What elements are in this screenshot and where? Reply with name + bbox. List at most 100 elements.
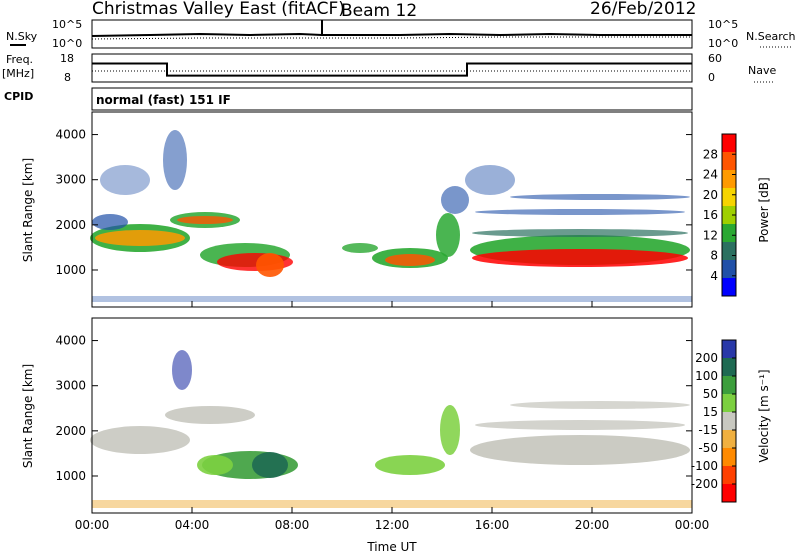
nsky-label: N.Sky xyxy=(6,30,38,43)
noise-left-lo: 10^0 xyxy=(52,37,82,50)
velocity-xtick-label: 08:00 xyxy=(275,518,310,532)
velocity-scatter xyxy=(90,350,692,508)
freq-tick-lo: 8 xyxy=(64,71,71,84)
freq-line xyxy=(92,62,692,77)
velocity-colorbar-tick-label: 200 xyxy=(695,351,718,365)
freq-unit-label: [MHz] xyxy=(2,67,34,80)
velocity-xtick-label: 00:00 xyxy=(675,518,710,532)
velocity-ground-scatter xyxy=(92,500,692,508)
time-axis-label: Time UT xyxy=(366,540,417,554)
power-echo xyxy=(256,253,284,277)
velocity-colorbar-tick-label: 100 xyxy=(695,369,718,383)
velocity-echo xyxy=(510,401,690,409)
power-echo xyxy=(465,165,515,195)
power-ground-scatter xyxy=(92,296,692,302)
velocity-ytick-label: 1000 xyxy=(55,469,86,483)
power-echo xyxy=(100,165,150,195)
power-colorbar-label: Power [dB] xyxy=(757,177,771,242)
noise-sky-line xyxy=(91,32,692,37)
velocity-colorbar-label: Velocity [m s⁻¹] xyxy=(757,369,771,462)
velocity-xtick-label: 00:00 xyxy=(75,518,110,532)
nave-tick-hi: 60 xyxy=(708,52,722,65)
power-x-ticks xyxy=(91,301,693,307)
velocity-xtick-label: 16:00 xyxy=(475,518,510,532)
velocity-colorbar-tick-label: -200 xyxy=(691,477,718,491)
velocity-x-ticks: 00:00 04:00 08:00 12:00 16:00 20:00 00:00 xyxy=(75,507,710,532)
velocity-colorbar-swatch xyxy=(722,412,736,431)
velocity-colorbar-tick-label: -15 xyxy=(698,423,718,437)
velocity-xtick-label: 12:00 xyxy=(375,518,410,532)
freq-panel: Freq. [MHz] 18 8 60 0 Nave xyxy=(2,52,776,84)
velocity-colorbar-swatch xyxy=(722,376,736,395)
cpid-row-frame xyxy=(91,87,693,111)
power-echo xyxy=(385,254,435,266)
freq-label: Freq. xyxy=(6,53,33,66)
power-echo xyxy=(163,130,187,190)
power-ylabel: Slant Range [km] xyxy=(21,158,35,262)
power-colorbar-swatch xyxy=(722,206,736,225)
velocity-echo xyxy=(172,350,192,390)
velocity-echo xyxy=(470,435,690,465)
power-echo xyxy=(436,213,460,257)
station-title: Christmas Valley East (fitACF) xyxy=(92,0,345,19)
power-echo xyxy=(472,229,688,237)
velocity-ylabel: Slant Range [km] xyxy=(21,364,35,468)
velocity-colorbar-swatch xyxy=(722,358,736,377)
nave-tick-lo: 0 xyxy=(708,71,715,84)
velocity-y-ticks: 1000 2000 3000 4000 xyxy=(55,334,692,483)
power-colorbar-swatch xyxy=(722,188,736,207)
velocity-colorbar-tick-label: -50 xyxy=(698,441,718,455)
power-ytick-label: 2000 xyxy=(55,218,86,232)
beam-label: Beam 12 xyxy=(341,1,417,21)
power-panel: Slant Range [km] 1000 2000 3000 4000 28 24 20… xyxy=(21,111,771,308)
power-ytick-label: 3000 xyxy=(55,173,86,187)
power-y-ticks: 1000 2000 3000 4000 xyxy=(55,128,692,277)
velocity-colorbar-swatch xyxy=(722,340,736,359)
freq-panel-frame xyxy=(91,53,693,83)
power-echo xyxy=(177,216,233,224)
power-echo xyxy=(475,209,685,215)
velocity-echo xyxy=(475,420,685,430)
power-colorbar-tick-label: 4 xyxy=(710,269,718,283)
power-colorbar-tick-label: 28 xyxy=(703,147,718,161)
power-colorbar-swatch xyxy=(722,170,736,189)
velocity-colorbar-swatch xyxy=(722,430,736,449)
velocity-xtick-label: 04:00 xyxy=(175,518,210,532)
date-label: 26/Feb/2012 xyxy=(590,0,696,19)
velocity-ytick-label: 3000 xyxy=(55,379,86,393)
velocity-colorbar-frame xyxy=(721,339,737,503)
power-colorbar-tick-label: 20 xyxy=(703,188,718,202)
velocity-echo xyxy=(90,426,190,454)
freq-tick-hi: 18 xyxy=(60,52,74,65)
velocity-colorbar-tick-label: 15 xyxy=(703,405,718,419)
power-colorbar: 28 24 20 16 12 8 4 xyxy=(703,133,737,297)
power-echo xyxy=(92,214,128,230)
velocity-echo xyxy=(440,405,460,455)
velocity-ytick-label: 2000 xyxy=(55,424,86,438)
power-ytick-label: 1000 xyxy=(55,263,86,277)
noise-search-line xyxy=(91,36,692,40)
velocity-echo xyxy=(197,455,233,475)
power-colorbar-swatch xyxy=(722,134,736,153)
power-colorbar-tick-label: 12 xyxy=(703,228,718,242)
velocity-xtick-label: 20:00 xyxy=(575,518,610,532)
velocity-colorbar: 200 100 50 15 -15 -50 -100 -200 xyxy=(691,339,737,503)
velocity-echo xyxy=(252,452,288,478)
nsearch-label: N.Search xyxy=(746,30,796,43)
noise-left-hi: 10^5 xyxy=(52,18,82,31)
velocity-colorbar-swatch xyxy=(722,466,736,485)
velocity-echo xyxy=(165,406,255,424)
noise-panel: N.Sky 10^5 10^0 10^5 10^0 N.Search xyxy=(6,18,796,50)
power-echo xyxy=(510,194,690,200)
nave-label: Nave xyxy=(748,64,776,77)
power-colorbar-swatch xyxy=(722,224,736,243)
velocity-colorbar-swatch xyxy=(722,448,736,467)
velocity-colorbar-swatch xyxy=(722,394,736,413)
cpid-value: normal (fast) 151 IF xyxy=(96,93,231,107)
velocity-colorbar-tick-label: -100 xyxy=(691,459,718,473)
velocity-echo xyxy=(375,455,445,475)
velocity-ytick-label: 4000 xyxy=(55,334,86,348)
power-ytick-label: 4000 xyxy=(55,128,86,142)
